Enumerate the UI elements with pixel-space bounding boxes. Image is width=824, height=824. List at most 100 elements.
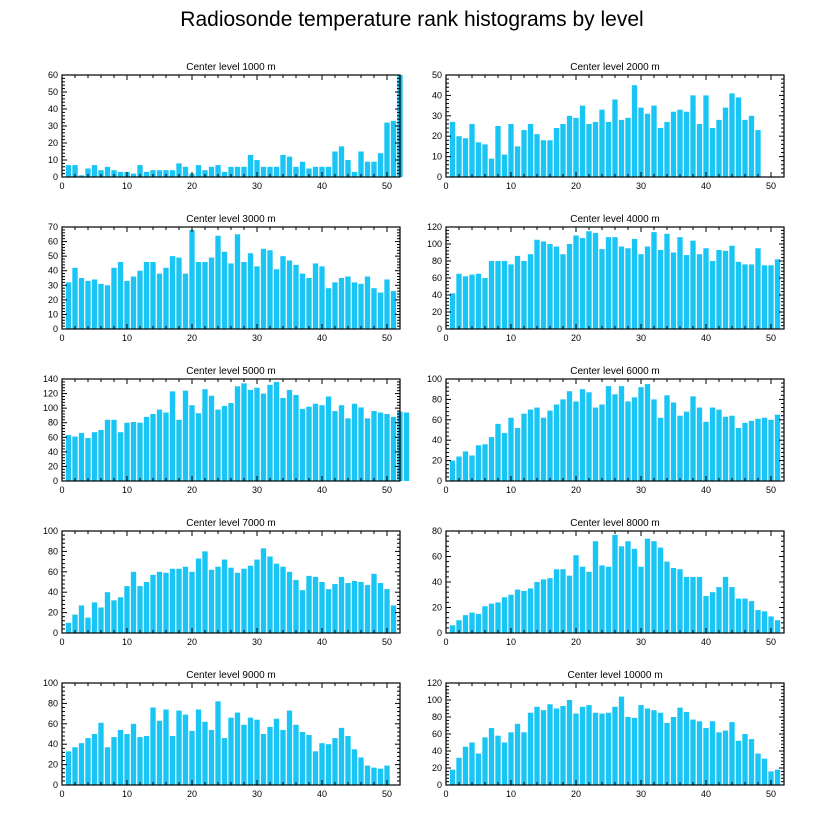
histogram-bar <box>605 566 612 633</box>
histogram-bar <box>677 237 683 329</box>
histogram-bar <box>351 403 358 481</box>
histogram-bar <box>117 171 124 177</box>
histogram-bar <box>384 413 390 481</box>
histogram-bar <box>319 166 325 177</box>
histogram-bar <box>742 119 748 177</box>
histogram-bar <box>247 253 254 329</box>
histogram-bar <box>241 724 247 785</box>
histogram-bar <box>488 261 495 329</box>
histogram-bar <box>150 170 156 177</box>
histogram-bar <box>234 712 241 785</box>
histogram-bar <box>189 405 195 481</box>
x-tick-label: 0 <box>59 485 64 495</box>
x-tick-label: 40 <box>317 637 327 647</box>
histogram-bar <box>299 731 306 785</box>
y-tick-label: 0 <box>437 780 442 790</box>
histogram-bar <box>215 566 221 633</box>
histogram-bar <box>254 719 260 785</box>
y-tick-label: 60 <box>48 70 58 80</box>
y-tick-label: 0 <box>53 628 58 638</box>
histogram-bar <box>286 571 293 633</box>
histogram-bar <box>755 130 761 177</box>
histogram-bar <box>488 728 495 785</box>
histogram-bar <box>592 541 599 633</box>
histogram-bar <box>351 171 358 177</box>
histogram-bar <box>403 412 410 481</box>
histogram-bar <box>215 165 221 177</box>
y-tick-label: 20 <box>48 295 58 305</box>
x-tick-label: 20 <box>187 181 197 191</box>
histogram-bar <box>501 261 508 329</box>
histogram-bar <box>65 435 72 481</box>
histogram-bar <box>709 592 716 633</box>
histogram-bar <box>592 712 599 785</box>
histogram-bar <box>85 280 91 329</box>
histogram-bar <box>299 408 306 481</box>
histogram-bar <box>651 105 657 177</box>
histogram-bar <box>677 109 683 177</box>
histogram-bar <box>579 389 586 481</box>
histogram-bar <box>553 404 560 481</box>
histogram-bar <box>338 576 345 633</box>
histogram-panel: Center level 9000 m 0 10 20 30 40 50 0 20 40 60 80 1… <box>43 670 401 799</box>
page-title: Radiosonde temperature rank histograms b… <box>180 8 644 31</box>
histogram-bar <box>755 610 761 633</box>
histogram-bar <box>469 123 475 177</box>
histogram-bar <box>755 418 761 481</box>
histogram-bar <box>527 712 534 785</box>
histogram-bar <box>234 166 241 177</box>
y-tick-label: 50 <box>48 251 58 261</box>
histogram-bar <box>742 422 748 481</box>
histogram-bar <box>670 717 677 785</box>
histogram-bar <box>462 746 469 785</box>
histogram-bar <box>202 170 208 177</box>
histogram-bar <box>364 161 371 177</box>
histogram-bar <box>195 558 202 633</box>
histogram-bar <box>299 590 306 633</box>
histogram-bar <box>722 576 729 633</box>
histogram-bar <box>514 427 521 481</box>
histogram-bar <box>338 278 345 329</box>
histogram-bar <box>65 622 72 633</box>
histogram-bar <box>98 722 104 785</box>
histogram-bar <box>293 264 299 329</box>
histogram-bar <box>527 588 534 633</box>
histogram-bar <box>631 85 638 177</box>
histogram-bar <box>456 273 462 329</box>
histogram-bar <box>117 597 124 633</box>
histogram-bar <box>91 734 98 785</box>
histogram-bar <box>696 576 703 633</box>
histogram-bar <box>143 582 150 633</box>
x-tick-label: 20 <box>187 637 197 647</box>
histogram-bar <box>98 607 104 633</box>
histogram-bar <box>267 726 273 785</box>
histogram-bar <box>85 617 91 633</box>
histogram-bar <box>612 706 618 785</box>
histogram-bar <box>768 265 774 329</box>
histogram-bar <box>169 568 176 633</box>
histogram-bar <box>78 743 85 785</box>
histogram-bar <box>182 390 189 481</box>
x-tick-label: 50 <box>766 789 776 799</box>
histogram-bar <box>371 411 377 481</box>
x-tick-label: 40 <box>317 181 327 191</box>
histogram-bar <box>735 427 742 481</box>
x-tick-label: 0 <box>59 181 64 191</box>
y-tick-label: 60 <box>48 567 58 577</box>
histogram-bar <box>358 407 364 481</box>
histogram-bar <box>267 384 273 481</box>
histogram-bar <box>254 387 260 481</box>
histogram-bar <box>150 707 156 785</box>
histogram-bar <box>156 409 163 481</box>
histogram-bar <box>390 605 397 633</box>
histogram-bar <box>72 267 78 329</box>
histogram-bar <box>495 423 501 481</box>
histogram-bar <box>390 416 397 481</box>
histogram-bar <box>521 732 527 785</box>
histogram-bar <box>78 432 85 481</box>
histogram-bar <box>150 413 156 481</box>
histogram-bar <box>540 140 547 177</box>
histogram-bar <box>716 587 722 633</box>
y-tick-label: 40 <box>48 266 58 276</box>
histogram-bar <box>208 395 215 481</box>
